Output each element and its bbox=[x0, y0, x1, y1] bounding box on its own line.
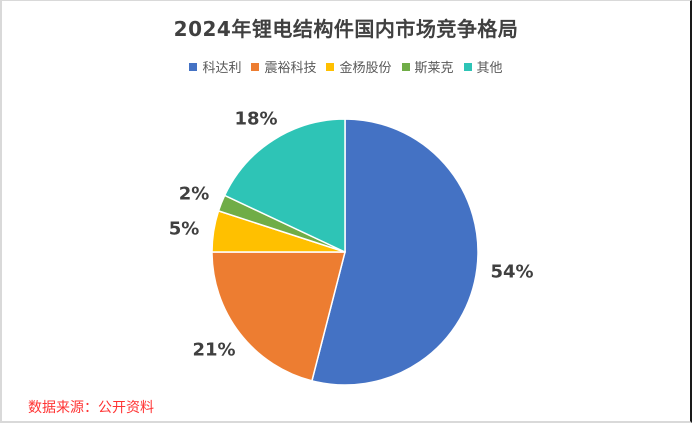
legend-swatch-zhenyu bbox=[251, 62, 260, 71]
pie-slices bbox=[211, 118, 479, 386]
legend-swatch-kedali bbox=[189, 62, 198, 71]
legend-label-slac: 斯莱克 bbox=[414, 61, 454, 76]
data-label-jinyang: 5% bbox=[168, 218, 200, 240]
chart-title: 2024年锂电结构件国内市场竞争格局 bbox=[173, 17, 519, 41]
legend-item-zhenyu[interactable]: 震裕科技 bbox=[251, 57, 316, 76]
legend-swatch-slac bbox=[401, 62, 410, 71]
legend-item-other[interactable]: 其他 bbox=[463, 57, 503, 76]
source-note: 数据来源：公开资料 bbox=[28, 400, 154, 416]
legend-label-jinyang: 金杨股份 bbox=[339, 61, 392, 76]
legend-swatch-other bbox=[463, 62, 472, 71]
pie-slice-kedali[interactable] bbox=[311, 118, 479, 386]
data-label-zhenyu: 21% bbox=[192, 339, 236, 361]
legend-label-other: 其他 bbox=[476, 61, 503, 76]
chart-legend: 科达利 震裕科技 金杨股份 斯莱克 其他 bbox=[0, 57, 692, 76]
legend-label-zhenyu: 震裕科技 bbox=[264, 61, 317, 76]
data-label-kedali: 54% bbox=[490, 261, 534, 283]
pie-slice-other[interactable] bbox=[223, 118, 346, 254]
data-label-other: 18% bbox=[234, 108, 278, 130]
legend-item-kedali[interactable]: 科达利 bbox=[189, 57, 241, 76]
legend-item-slac[interactable]: 斯莱克 bbox=[401, 57, 454, 76]
legend-item-jinyang[interactable]: 金杨股份 bbox=[326, 57, 392, 76]
pie-slice-zhenyu[interactable] bbox=[211, 251, 346, 382]
legend-swatch-jinyang bbox=[326, 62, 335, 71]
legend-label-kedali: 科达利 bbox=[202, 61, 242, 76]
data-label-slac: 2% bbox=[178, 183, 210, 205]
